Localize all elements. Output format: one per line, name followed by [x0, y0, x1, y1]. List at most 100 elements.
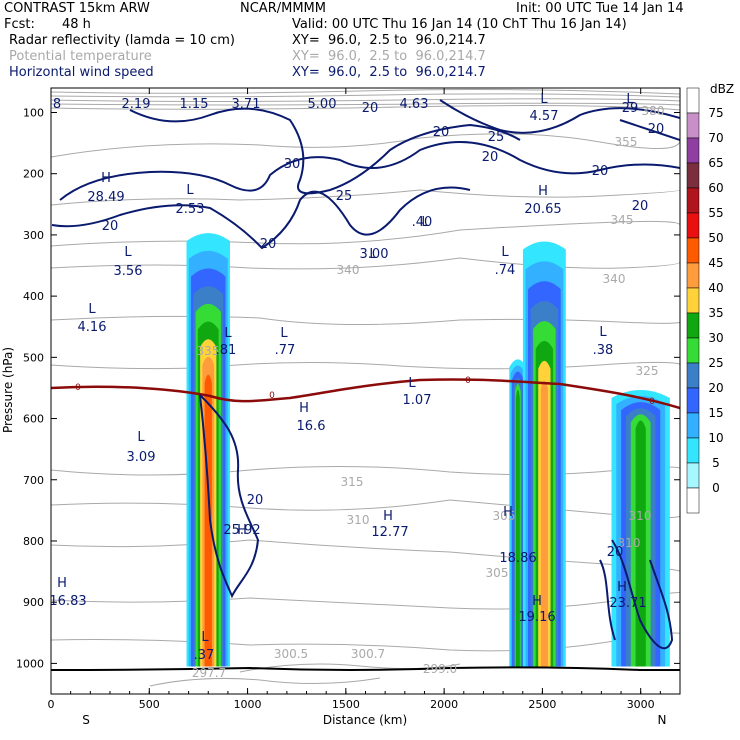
colorbar-label: 25	[708, 356, 723, 370]
y-tick-label: 200	[23, 168, 44, 181]
wind-min-marker: L	[421, 215, 429, 230]
field-reflectivity-xy: XY= 96.0, 2.5 to 96.0,214.7	[292, 33, 486, 48]
extremum-value: 16.6	[297, 419, 326, 434]
extremum-value: 28.49	[87, 190, 124, 205]
extremum-value: 3.71	[232, 97, 261, 112]
surface-line	[51, 666, 680, 671]
colorbar-swatch	[686, 462, 700, 489]
wind-min-marker: L	[599, 325, 607, 340]
wind-contour-line	[199, 394, 260, 599]
extremum-value: 5.00	[308, 97, 337, 112]
extremum-value: .77	[275, 343, 296, 358]
theta-label: 310	[347, 513, 370, 527]
theta-label: 300.5	[274, 647, 308, 661]
wind-min-marker: L	[186, 183, 194, 198]
wind-min-marker: L	[369, 247, 377, 262]
north-end-label: N	[658, 713, 667, 727]
valid-time: Valid: 00 UTC Thu 16 Jan 14 (10 ChT Thu …	[292, 17, 627, 32]
theta-label: 340	[337, 263, 360, 277]
colorbar-label: 35	[708, 306, 723, 320]
wind-contour-label: 20	[102, 219, 119, 234]
wind-max-marker: H	[532, 594, 542, 609]
y-tick-label: 900	[23, 596, 44, 609]
wind-contour-line	[59, 141, 680, 201]
extremum-value: 16.83	[49, 594, 86, 609]
colorbar-swatch	[686, 112, 700, 139]
extremum-value: 4.63	[400, 97, 429, 112]
theta-contour-line	[51, 189, 680, 206]
colorbar-swatch	[686, 162, 700, 189]
reflectivity-cell-level	[204, 374, 212, 667]
colorbar-label: 10	[708, 431, 723, 445]
x-tick-label: 2000	[430, 698, 458, 711]
wind-max-marker: H	[538, 184, 548, 199]
y-axis-label: Pressure (hPa)	[1, 347, 15, 433]
colorbar-label: 20	[708, 381, 723, 395]
wind-contour-line	[129, 107, 521, 195]
wind-min-marker: L	[137, 430, 145, 445]
theta-label: 315	[341, 475, 364, 489]
theta-contour-line	[51, 257, 680, 270]
wind-contour-label: 25	[488, 130, 505, 145]
y-tick-label: 300	[23, 229, 44, 242]
theta-label: 300.7	[351, 647, 385, 661]
theta-contour-line	[51, 539, 680, 575]
center-title: NCAR/MMMM	[240, 1, 326, 16]
wind-contour-label: 20	[648, 122, 665, 137]
theta-contour-line	[51, 591, 680, 610]
wind-contour-label: 20	[433, 125, 450, 140]
extremum-value: 1.15	[180, 97, 209, 112]
extremum-value: .40	[412, 215, 433, 230]
colorbar-swatch	[686, 337, 700, 364]
wind-min-marker: L	[201, 630, 209, 645]
reflectivity-cell-level	[540, 380, 548, 667]
field-wind-name: Horizontal wind speed	[9, 65, 154, 80]
colorbar-label: 15	[708, 406, 723, 420]
wind-max-marker: H	[383, 509, 393, 524]
theta-contour-line	[51, 315, 680, 326]
theta-contour-line	[51, 98, 680, 102]
wind-contour-label: 20	[482, 150, 499, 165]
theta-label: 305	[486, 566, 509, 580]
colorbar-swatch	[686, 87, 700, 114]
extremum-value: 3.56	[114, 264, 143, 279]
colorbar-label: 0	[712, 481, 720, 495]
plot-border	[50, 87, 681, 695]
extremum-value: 2.53	[176, 202, 205, 217]
x-tick-label: 3000	[627, 698, 655, 711]
x-axis-label: Distance (km)	[323, 713, 407, 727]
contour-labels: 0 0 0 0 380 355 345 340 340 335 325 315 310 305 305 310…	[49, 92, 665, 680]
y-tick-label: 700	[23, 474, 44, 487]
theta-contour-line	[51, 220, 680, 247]
colorbar-label: 55	[708, 206, 723, 220]
wind-contour-line	[439, 99, 680, 134]
colorbar-swatch	[686, 312, 700, 339]
theta-contour-line	[51, 89, 680, 95]
colorbar-swatch	[686, 487, 700, 514]
colorbar-swatch	[686, 287, 700, 314]
theta-label: 380	[642, 104, 665, 118]
wind-contour-label: 25	[336, 189, 353, 204]
wind-contour-label: 8	[53, 97, 61, 112]
fcst-label: Fcst:	[4, 17, 35, 32]
y-tick-label: 100	[23, 106, 44, 119]
colorbar-label: 30	[708, 331, 723, 345]
fcst-value: 48 h	[62, 17, 91, 32]
wind-max-marker: H	[617, 580, 627, 595]
wind-max-marker: H	[299, 401, 309, 416]
y-tick-label: 400	[23, 290, 44, 303]
colorbar-swatch	[686, 387, 700, 414]
extremum-value: .74	[495, 263, 516, 278]
theta-contour-line	[149, 677, 381, 687]
theta-label: 325	[636, 364, 659, 378]
field-wind-xy: XY= 96.0, 2.5 to 96.0,214.7	[292, 65, 486, 80]
colorbar-unit: dBZ	[710, 82, 734, 96]
extremum-value: .81	[216, 343, 237, 358]
wind-contour-label: 20	[607, 545, 624, 560]
colorbar-label: 60	[708, 181, 723, 195]
wind-contour-label: 30	[284, 157, 301, 172]
y-tick-label: 1000	[16, 657, 44, 670]
theta-contour-line	[51, 361, 680, 370]
extremum-value: 4.16	[78, 320, 107, 335]
